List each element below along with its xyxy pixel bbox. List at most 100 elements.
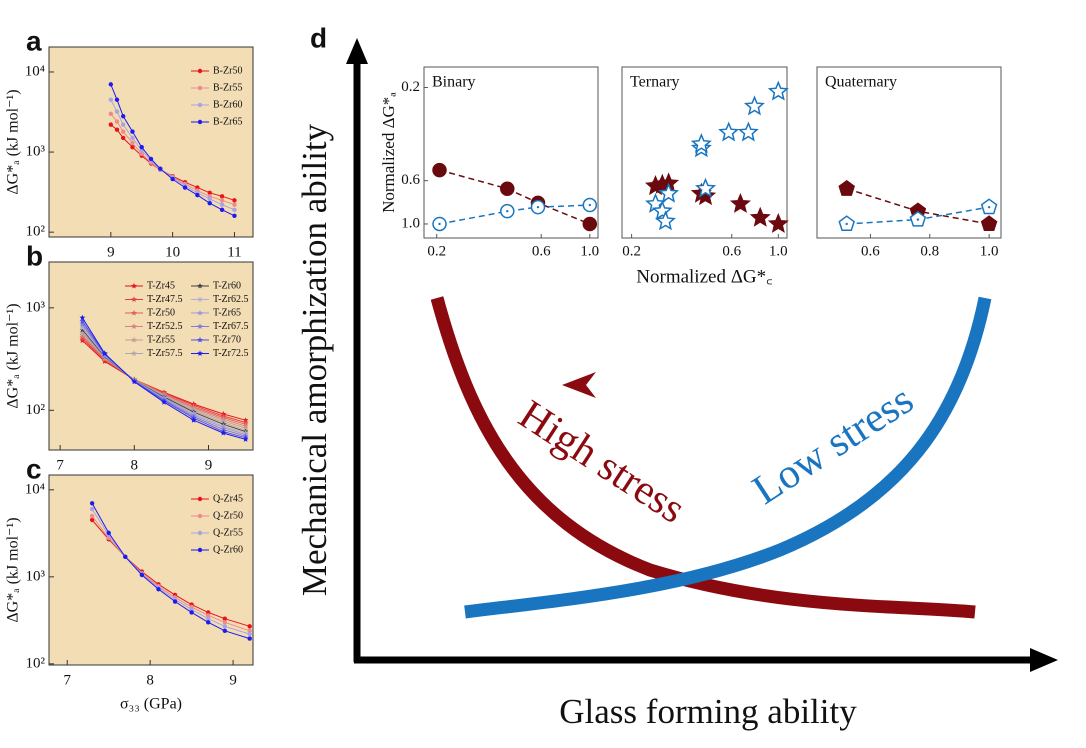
legend-label: T-Zr52.5	[147, 321, 182, 332]
marker	[156, 587, 161, 592]
marker	[131, 282, 137, 289]
marker	[120, 122, 126, 127]
plot-area	[48, 474, 254, 666]
marker-dot	[438, 222, 441, 226]
marker	[79, 326, 86, 333]
panel-label: d	[310, 22, 327, 53]
marker	[79, 314, 86, 321]
high-stress-label: High stress	[511, 392, 694, 533]
x-tick-label: 10	[165, 244, 180, 260]
marker	[658, 182, 680, 203]
marker	[79, 337, 86, 343]
x-tick-label: 7	[63, 672, 71, 688]
marker	[197, 282, 203, 289]
y-axis-title: Mechanical amorphization ability	[295, 123, 334, 596]
legend-label: T-Zr70	[213, 334, 241, 345]
x-tick-label: 1.0	[580, 243, 599, 259]
marker	[767, 80, 789, 101]
marker	[206, 610, 211, 615]
panel-label: c	[26, 453, 42, 484]
marker	[197, 102, 203, 108]
legend-label: T-Zr62.5	[213, 294, 248, 305]
y-tick-label: 10³	[26, 299, 46, 315]
legend-label: Q-Zr50	[213, 510, 243, 521]
marker	[108, 97, 114, 102]
marker	[220, 430, 227, 436]
marker	[170, 176, 175, 182]
legend-label: T-Zr72.5	[213, 348, 248, 359]
legend-label: T-Zr45	[147, 280, 175, 291]
x-tick-label: 0.2	[427, 243, 446, 259]
marker	[197, 119, 203, 125]
y-axis-title: ΔG*ₐ (kJ mol⁻¹)	[5, 303, 22, 408]
marker	[206, 616, 211, 621]
y-tick-label: 0.6	[401, 172, 420, 188]
marker	[79, 335, 86, 342]
high-stress-curve	[430, 296, 976, 619]
marker-dot	[845, 222, 848, 226]
y-tick-label: 10²	[26, 655, 46, 671]
trend-line	[439, 204, 590, 225]
marker	[197, 530, 203, 536]
x-tick-label: 1.0	[769, 243, 788, 259]
marker	[108, 111, 114, 117]
marker	[139, 151, 144, 157]
marker	[139, 145, 144, 150]
chart: Ternary 0.2 0.6 1.0 Normalized ΔG*꜀	[621, 66, 789, 287]
legend-label: B-Zr55	[213, 82, 242, 93]
chart: 9 10 11 10² 10³ 10⁴ a ΔG*ₐ (kJ mol⁻¹) B-Zr50 B-Zr…	[5, 25, 254, 260]
marker	[695, 177, 717, 198]
marker	[432, 162, 447, 178]
marker	[197, 309, 203, 316]
y-tick-label: 10³	[26, 144, 46, 160]
marker-dot	[506, 209, 509, 213]
y-tick-label: 10⁴	[25, 63, 45, 79]
marker	[190, 417, 197, 423]
x-tick-label: 0.6	[861, 243, 880, 259]
inset-title: Quaternary	[825, 74, 897, 91]
marker	[197, 496, 203, 502]
y-tick-label: 0.2	[401, 79, 420, 95]
marker	[654, 210, 676, 231]
marker-dot	[987, 205, 991, 209]
marker	[206, 620, 211, 625]
marker	[737, 121, 759, 142]
marker	[242, 436, 249, 442]
inset-title: Ternary	[630, 74, 680, 91]
marker	[120, 114, 126, 119]
marker	[247, 628, 252, 633]
trend-line	[439, 169, 591, 225]
legend-label: B-Zr50	[213, 65, 242, 76]
x-tick-label: 9	[205, 457, 213, 473]
legend-label: T-Zr55	[147, 334, 175, 345]
marker	[108, 82, 114, 87]
y-tick-label: 10⁴	[25, 481, 45, 497]
marker	[79, 318, 86, 324]
x-axis-title: σ₃₃ (GPa)	[120, 696, 182, 713]
plot-area	[48, 46, 254, 238]
series-line	[91, 508, 250, 635]
marker	[582, 216, 598, 232]
marker	[195, 192, 200, 198]
marker	[247, 624, 252, 629]
series-line	[91, 503, 250, 640]
marker	[131, 336, 137, 343]
marker	[197, 296, 203, 302]
marker	[79, 329, 86, 335]
x-tick-label: 0.6	[532, 243, 551, 259]
marker	[79, 324, 86, 331]
marker	[222, 616, 228, 621]
marker	[222, 620, 228, 625]
marker	[219, 202, 225, 207]
marker	[197, 350, 203, 356]
series-line	[91, 515, 250, 632]
marker	[247, 636, 252, 641]
marker	[114, 119, 120, 124]
marker	[89, 501, 95, 506]
x-tick-label: 1.0	[980, 243, 999, 259]
chart: 7 8 9 10² 10³ b ΔG*ₐ (kJ mol⁻¹) T-Zr45 T-Zr47.5 T…	[5, 240, 254, 473]
marker	[980, 215, 998, 232]
y-axis-title: ΔG*ₐ (kJ mol⁻¹)	[5, 517, 22, 622]
marker	[219, 207, 225, 213]
